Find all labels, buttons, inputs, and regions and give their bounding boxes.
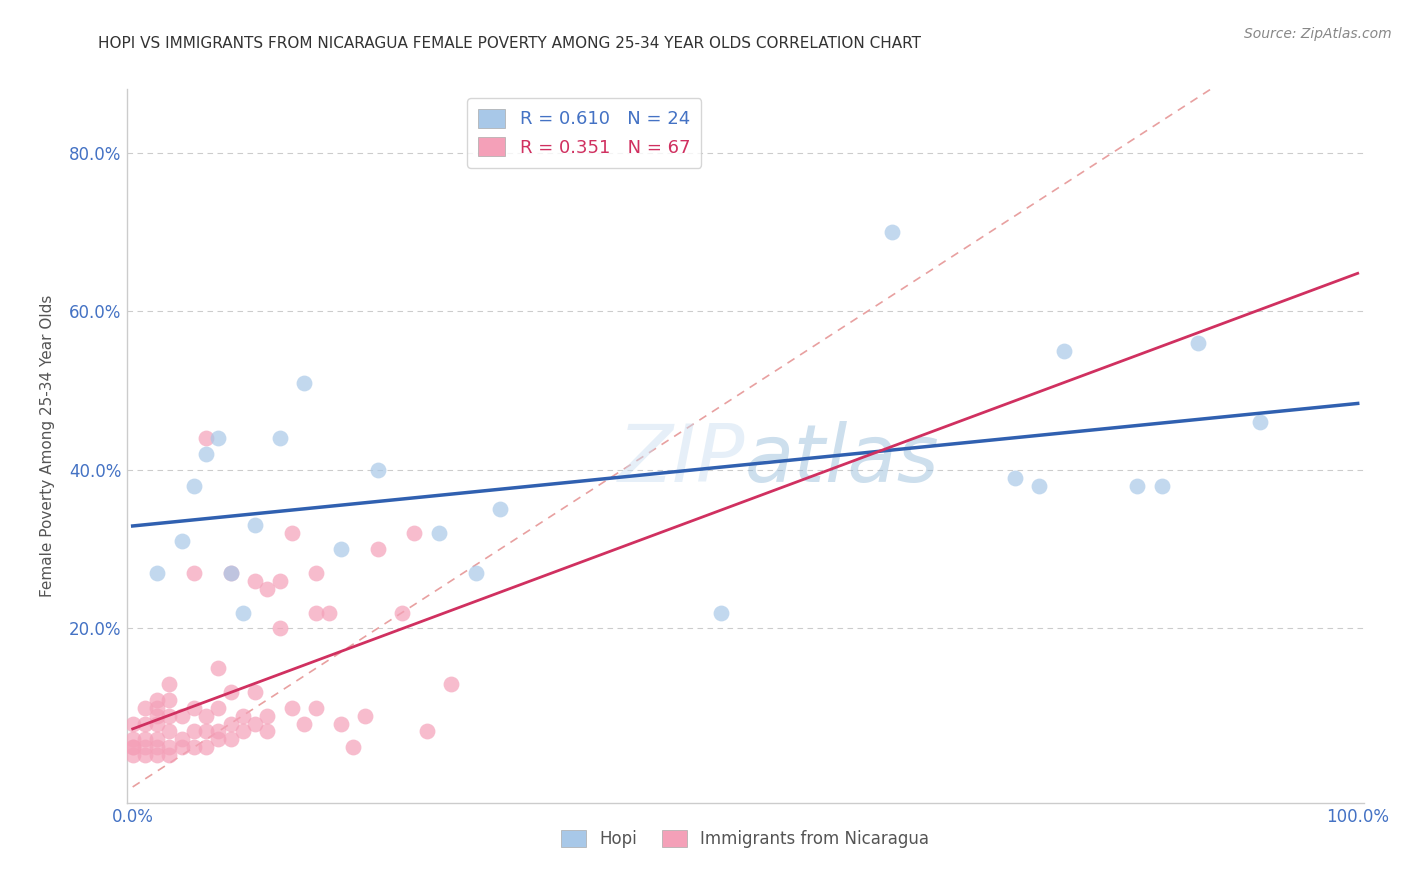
- Point: [121, 732, 143, 747]
- Point: [243, 518, 266, 533]
- Point: [183, 478, 205, 492]
- Point: [243, 574, 266, 588]
- Point: [281, 526, 304, 541]
- Point: [256, 724, 278, 739]
- Point: [489, 502, 512, 516]
- Point: [305, 566, 328, 580]
- Point: [146, 700, 169, 714]
- Point: [219, 732, 242, 747]
- Point: [440, 677, 463, 691]
- Point: [183, 724, 205, 739]
- Point: [170, 732, 193, 747]
- Point: [710, 606, 733, 620]
- Point: [243, 685, 266, 699]
- Point: [207, 661, 229, 675]
- Point: [195, 447, 218, 461]
- Legend: Hopi, Immigrants from Nicaragua: Hopi, Immigrants from Nicaragua: [554, 823, 936, 855]
- Point: [305, 606, 328, 620]
- Point: [219, 566, 242, 580]
- Point: [146, 692, 169, 706]
- Text: atlas: atlas: [745, 421, 941, 500]
- Point: [219, 566, 242, 580]
- Point: [281, 700, 304, 714]
- Point: [146, 708, 169, 723]
- Point: [183, 700, 205, 714]
- Point: [146, 748, 169, 763]
- Point: [195, 740, 218, 755]
- Point: [292, 716, 315, 731]
- Point: [305, 700, 328, 714]
- Point: [269, 574, 291, 588]
- Point: [195, 724, 218, 739]
- Point: [1150, 478, 1173, 492]
- Point: [256, 708, 278, 723]
- Point: [1187, 335, 1209, 350]
- Point: [243, 716, 266, 731]
- Point: [134, 732, 156, 747]
- Point: [157, 677, 180, 691]
- Point: [329, 716, 352, 731]
- Point: [134, 716, 156, 731]
- Point: [1126, 478, 1149, 492]
- Point: [121, 740, 143, 755]
- Point: [170, 708, 193, 723]
- Point: [207, 732, 229, 747]
- Point: [121, 716, 143, 731]
- Point: [207, 431, 229, 445]
- Point: [232, 724, 254, 739]
- Point: [134, 748, 156, 763]
- Point: [367, 542, 389, 557]
- Point: [146, 740, 169, 755]
- Point: [269, 431, 291, 445]
- Point: [146, 566, 169, 580]
- Point: [1028, 478, 1050, 492]
- Point: [207, 700, 229, 714]
- Point: [1053, 343, 1076, 358]
- Text: HOPI VS IMMIGRANTS FROM NICARAGUA FEMALE POVERTY AMONG 25-34 YEAR OLDS CORRELATI: HOPI VS IMMIGRANTS FROM NICARAGUA FEMALE…: [98, 36, 921, 51]
- Point: [195, 708, 218, 723]
- Text: Source: ZipAtlas.com: Source: ZipAtlas.com: [1244, 27, 1392, 41]
- Point: [427, 526, 450, 541]
- Point: [318, 606, 340, 620]
- Point: [157, 724, 180, 739]
- Point: [464, 566, 486, 580]
- Point: [404, 526, 426, 541]
- Point: [1004, 471, 1026, 485]
- Point: [232, 708, 254, 723]
- Point: [269, 621, 291, 635]
- Point: [121, 748, 143, 763]
- Point: [134, 740, 156, 755]
- Point: [882, 225, 904, 239]
- Text: ZIP: ZIP: [617, 421, 745, 500]
- Point: [121, 740, 143, 755]
- Point: [342, 740, 364, 755]
- Point: [415, 724, 437, 739]
- Point: [195, 431, 218, 445]
- Point: [183, 740, 205, 755]
- Point: [157, 740, 180, 755]
- Point: [256, 582, 278, 596]
- Point: [391, 606, 413, 620]
- Point: [170, 534, 193, 549]
- Point: [354, 708, 377, 723]
- Point: [292, 376, 315, 390]
- Point: [183, 566, 205, 580]
- Point: [367, 463, 389, 477]
- Y-axis label: Female Poverty Among 25-34 Year Olds: Female Poverty Among 25-34 Year Olds: [41, 295, 55, 597]
- Point: [232, 606, 254, 620]
- Point: [329, 542, 352, 557]
- Point: [207, 724, 229, 739]
- Point: [146, 716, 169, 731]
- Point: [219, 685, 242, 699]
- Point: [1249, 415, 1271, 429]
- Point: [157, 748, 180, 763]
- Point: [219, 716, 242, 731]
- Point: [170, 740, 193, 755]
- Point: [157, 708, 180, 723]
- Point: [157, 692, 180, 706]
- Point: [134, 700, 156, 714]
- Point: [146, 732, 169, 747]
